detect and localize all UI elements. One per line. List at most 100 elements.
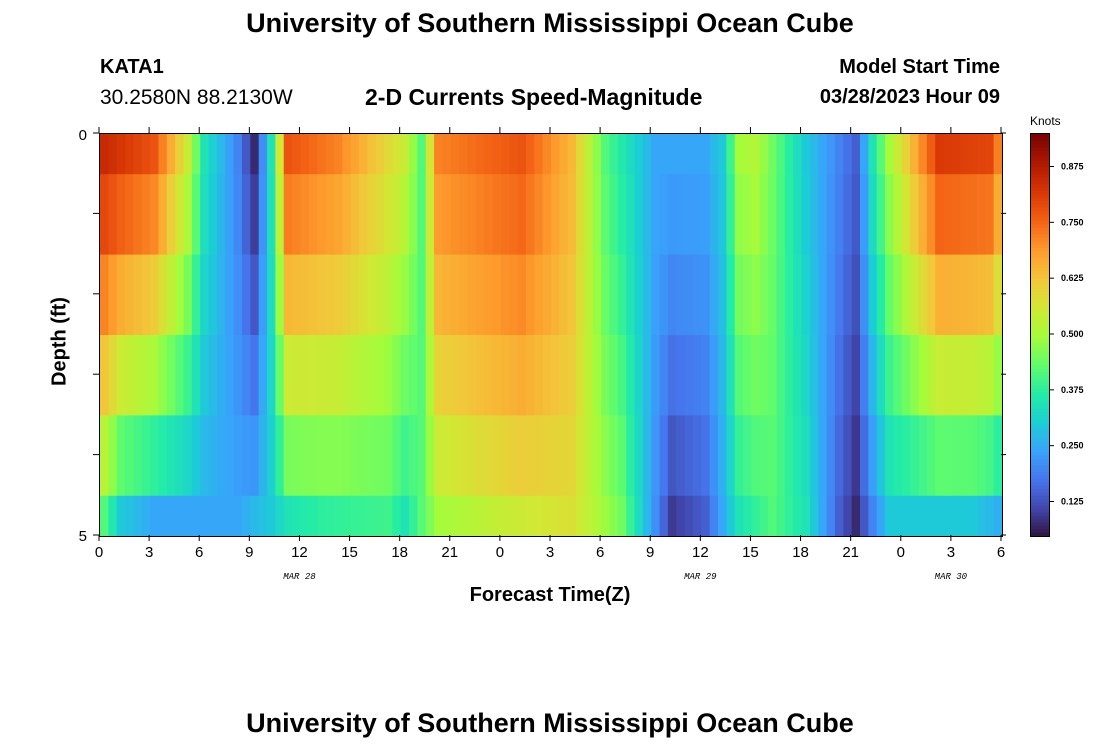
colorbar-swatch bbox=[1031, 428, 1049, 433]
heatmap-cell bbox=[442, 134, 452, 175]
heatmap-cell bbox=[843, 495, 853, 536]
heatmap-cell bbox=[116, 335, 126, 416]
heatmap-cell bbox=[592, 134, 602, 175]
heatmap-cell bbox=[492, 254, 502, 336]
heatmap-cell bbox=[150, 134, 160, 175]
heatmap-cell bbox=[726, 415, 736, 497]
heatmap-cell bbox=[375, 335, 385, 416]
heatmap-cell bbox=[342, 335, 352, 416]
colorbar-swatch bbox=[1031, 278, 1049, 282]
heatmap-cell bbox=[885, 495, 895, 536]
heatmap-cell bbox=[726, 495, 736, 536]
heatmap-cell bbox=[216, 134, 226, 175]
heatmap-cell bbox=[267, 254, 276, 336]
heatmap-cell bbox=[500, 335, 510, 416]
colorbar-swatch bbox=[1031, 458, 1049, 463]
heatmap-cell bbox=[551, 174, 560, 256]
heatmap-cell bbox=[509, 335, 519, 416]
heatmap-cell bbox=[617, 134, 627, 175]
colorbar-swatch bbox=[1031, 455, 1049, 460]
heatmap-cell bbox=[200, 415, 210, 497]
heatmap-cell bbox=[993, 254, 1002, 336]
x-tick-label: 3 bbox=[145, 544, 153, 561]
heatmap-cell bbox=[751, 134, 761, 175]
colorbar-swatch bbox=[1031, 134, 1049, 138]
heatmap-cell bbox=[233, 335, 243, 416]
colorbar-tick-label: 0.500 bbox=[1061, 329, 1084, 339]
heatmap-cell bbox=[175, 495, 185, 536]
heatmap-cell bbox=[241, 415, 251, 497]
heatmap-cell bbox=[576, 174, 586, 256]
heatmap-cell bbox=[601, 174, 611, 256]
heatmap-cell bbox=[801, 415, 811, 497]
heatmap-cell bbox=[985, 495, 995, 536]
colorbar-swatch bbox=[1031, 492, 1049, 497]
colorbar-swatch bbox=[1031, 365, 1049, 370]
heatmap-cell bbox=[918, 174, 928, 256]
heatmap-cell bbox=[108, 335, 118, 416]
colorbar-swatch bbox=[1031, 254, 1049, 259]
heatmap-cell bbox=[935, 174, 945, 256]
heatmap-cell bbox=[500, 495, 510, 536]
heatmap-cell bbox=[651, 134, 661, 175]
colorbar-swatch bbox=[1031, 197, 1049, 202]
heatmap-cell bbox=[876, 415, 886, 497]
heatmap-cell bbox=[567, 335, 577, 416]
colorbar-swatch bbox=[1031, 194, 1049, 199]
heatmap-cell bbox=[325, 134, 335, 175]
heatmap-cell bbox=[559, 415, 569, 497]
x-tick-label: 0 bbox=[496, 544, 504, 561]
y-axis-label: Depth (ft) bbox=[48, 297, 71, 386]
x-tick-label: 0 bbox=[95, 544, 103, 561]
colorbar-swatch bbox=[1031, 231, 1049, 236]
heatmap-cell bbox=[784, 134, 794, 175]
heatmap-cell bbox=[108, 415, 118, 497]
heatmap-cell bbox=[918, 415, 928, 497]
heatmap-cell bbox=[684, 254, 694, 336]
heatmap-cell bbox=[818, 495, 828, 536]
heatmap-cell bbox=[634, 415, 644, 497]
heatmap-cell bbox=[191, 134, 201, 175]
heatmap-cell bbox=[484, 134, 494, 175]
heatmap-cell bbox=[208, 174, 218, 256]
heatmap-cell bbox=[175, 174, 185, 256]
heatmap-cell bbox=[960, 174, 970, 256]
heatmap-cell bbox=[667, 415, 677, 497]
colorbar-swatch bbox=[1031, 432, 1049, 437]
heatmap-cell bbox=[542, 174, 552, 256]
heatmap-cell bbox=[601, 134, 611, 175]
heatmap-cell bbox=[734, 254, 744, 336]
heatmap-cell bbox=[325, 335, 335, 416]
heatmap-cell bbox=[809, 335, 819, 416]
heatmap-cell bbox=[325, 415, 335, 497]
colorbar-swatch bbox=[1031, 244, 1049, 249]
heatmap-cell bbox=[743, 174, 753, 256]
heatmap-cell bbox=[935, 495, 945, 536]
heatmap-cell bbox=[659, 174, 669, 256]
heatmap-cell bbox=[191, 174, 201, 256]
heatmap-cell bbox=[275, 134, 285, 175]
heatmap-cell bbox=[601, 254, 611, 336]
heatmap-cell bbox=[333, 335, 343, 416]
colorbar-swatch bbox=[1031, 482, 1049, 487]
heatmap-cell bbox=[926, 335, 936, 416]
heatmap-cell bbox=[834, 415, 844, 497]
heatmap-cell bbox=[100, 495, 109, 536]
heatmap-cell bbox=[258, 415, 268, 497]
colorbar-swatch bbox=[1031, 150, 1049, 155]
x-tick-label: 21 bbox=[441, 544, 458, 561]
colorbar-tick-label: 0.625 bbox=[1061, 273, 1084, 283]
heatmap-cell bbox=[834, 254, 844, 336]
heatmap-cell bbox=[317, 174, 327, 256]
x-tick-label: 18 bbox=[792, 544, 809, 561]
heatmap-cell bbox=[935, 335, 945, 416]
heatmap-cell bbox=[893, 134, 903, 175]
heatmap-cell bbox=[141, 415, 151, 497]
model-start-label: Model Start Time bbox=[839, 56, 1000, 78]
heatmap-cell bbox=[283, 174, 293, 256]
heatmap-cell bbox=[283, 134, 293, 175]
heatmap-cell bbox=[317, 335, 327, 416]
heatmap-cell bbox=[609, 174, 619, 256]
chart-title: University of Southern Mississippi Ocean… bbox=[246, 8, 854, 38]
colorbar-swatch bbox=[1031, 241, 1049, 246]
